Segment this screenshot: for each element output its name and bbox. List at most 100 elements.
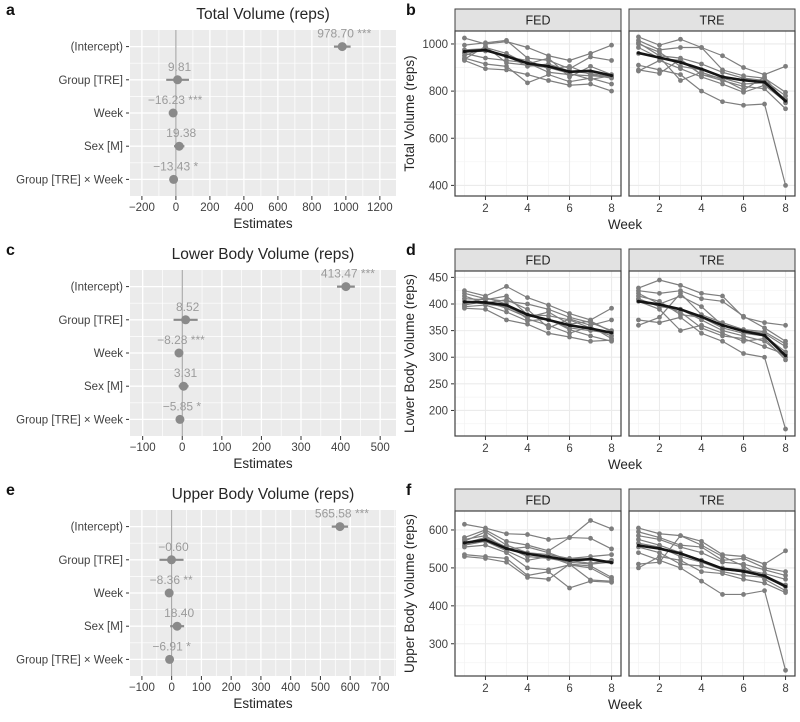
- svg-text:4: 4: [524, 683, 531, 695]
- svg-text:−8.28 ***: −8.28 ***: [157, 333, 205, 347]
- svg-text:6: 6: [740, 683, 746, 695]
- panel-c-chart: Lower Body Volume (reps) 413.47 *** 8.52 −8…: [16, 246, 396, 471]
- svg-text:400: 400: [234, 202, 253, 214]
- facet-panel: [455, 271, 621, 436]
- svg-text:2: 2: [482, 683, 488, 695]
- panel-a-chart: Total Volume (reps) 978.70 *** 9.81 −16.23 …: [16, 6, 396, 231]
- panel-b: b Total Volume (reps) 400 600 800 1000 FED 2 4 6…: [400, 0, 800, 240]
- panel-d-letter: d: [406, 242, 416, 259]
- facet-border: [454, 510, 622, 677]
- facet-border: [628, 30, 796, 197]
- x-axis-title: Estimates: [233, 456, 293, 471]
- svg-text:2: 2: [656, 443, 662, 455]
- panel-e-chart: Upper Body Volume (reps) 565.58 *** −0.60 −…: [16, 486, 396, 711]
- mean-line: [462, 300, 614, 335]
- svg-text:Estimates: Estimates: [233, 216, 293, 231]
- svg-text:Group [TRE]: Group [TRE]: [58, 75, 123, 87]
- svg-text:18.40: 18.40: [164, 606, 194, 620]
- panel-f-chart: Upper Body Volume (reps) 300 400 500 600 FED 2…: [402, 488, 796, 712]
- svg-text:8: 8: [608, 683, 614, 695]
- estimate-points: [164, 522, 345, 664]
- svg-text:1200: 1200: [367, 202, 393, 214]
- svg-text:300: 300: [291, 442, 310, 454]
- term-axis: (Intercept) Group [TRE] Week Sex [M] Group […: [16, 282, 129, 426]
- panel-b-chart: Total Volume (reps) 400 600 800 1000 FED 2 4 6 8 T…: [402, 8, 796, 232]
- panel-a-letter: a: [6, 2, 15, 19]
- svg-text:600: 600: [429, 525, 448, 537]
- svg-text:Group [TRE] × Week: Group [TRE] × Week: [16, 174, 123, 186]
- svg-text:Group [TRE] × Week: Group [TRE] × Week: [16, 654, 123, 666]
- svg-text:6: 6: [566, 203, 572, 215]
- svg-text:800: 800: [429, 86, 448, 98]
- svg-text:0: 0: [173, 202, 179, 214]
- svg-text:600: 600: [341, 682, 360, 694]
- facet-strip: FED: [454, 488, 622, 512]
- svg-text:(Intercept): (Intercept): [71, 522, 124, 534]
- facet-border: [628, 270, 796, 437]
- svg-text:8: 8: [782, 683, 788, 695]
- panel-c-letter: c: [6, 242, 15, 259]
- svg-text:200: 200: [222, 682, 241, 694]
- svg-text:2: 2: [656, 203, 662, 215]
- x-axis-title: Week: [608, 217, 643, 232]
- svg-text:9.81: 9.81: [168, 60, 192, 74]
- panel-f-letter: f: [406, 482, 412, 499]
- svg-text:300: 300: [429, 639, 448, 651]
- svg-text:413.47 ***: 413.47 ***: [321, 267, 375, 281]
- svg-text:200: 200: [200, 202, 219, 214]
- svg-text:4: 4: [698, 683, 705, 695]
- estimate-points: [168, 42, 347, 184]
- facet-border: [454, 30, 622, 197]
- svg-text:Week: Week: [94, 348, 123, 360]
- svg-text:400: 400: [429, 601, 448, 613]
- svg-text:Lower Body Volume (reps): Lower Body Volume (reps): [402, 274, 417, 433]
- svg-text:−16.23 ***: −16.23 ***: [148, 93, 203, 107]
- panel-e: e Upper Body Volume (reps) 565.58 *** −0.6…: [0, 480, 400, 722]
- svg-text:3.31: 3.31: [174, 366, 198, 380]
- svg-text:Total Volume (reps): Total Volume (reps): [196, 6, 330, 23]
- svg-text:Sex [M]: Sex [M]: [84, 621, 123, 633]
- facet-strip: TRE: [628, 8, 796, 32]
- panel-title: Upper Body Volume (reps): [172, 486, 355, 503]
- svg-text:−13.43 *: −13.43 *: [153, 159, 198, 173]
- estimate-labels: 413.47 *** 8.52 −8.28 *** 3.31 −5.85 *: [157, 267, 375, 414]
- facet-strip: FED: [454, 248, 622, 272]
- svg-text:800: 800: [302, 202, 321, 214]
- svg-text:6: 6: [740, 443, 746, 455]
- svg-text:8: 8: [782, 443, 788, 455]
- svg-text:Total Volume (reps): Total Volume (reps): [402, 55, 417, 171]
- svg-text:100: 100: [192, 682, 211, 694]
- x-axis: 2 4 6 8: [482, 196, 615, 215]
- facet-strip: TRE: [628, 488, 796, 512]
- x-axis: 2 4 6 8: [656, 676, 789, 695]
- svg-text:8: 8: [782, 203, 788, 215]
- panel-f: f Upper Body Volume (reps) 300 400 500 600 FE…: [400, 480, 800, 722]
- x-axis: −100 0 100 200 300 400 500 600 700: [129, 676, 390, 694]
- x-axis: 2 4 6 8: [482, 436, 615, 455]
- x-axis: 2 4 6 8: [656, 196, 789, 215]
- svg-text:4: 4: [698, 443, 705, 455]
- svg-text:FED: FED: [526, 494, 551, 508]
- facet-panel: [455, 31, 621, 196]
- svg-text:500: 500: [311, 682, 330, 694]
- svg-text:300: 300: [429, 352, 448, 364]
- panel-title: Lower Body Volume (reps): [172, 246, 355, 263]
- svg-text:1000: 1000: [422, 39, 448, 51]
- estimate-labels: 978.70 *** 9.81 −16.23 *** 19.38 −13.43 *: [148, 27, 372, 174]
- panel-title: Total Volume (reps): [196, 6, 330, 23]
- x-axis-title: Week: [608, 457, 643, 472]
- svg-text:FED: FED: [526, 254, 551, 268]
- facet-strip: FED: [454, 8, 622, 32]
- term-axis: (Intercept) Group [TRE] Week Sex [M] Group […: [16, 42, 129, 186]
- mean-line: [462, 538, 614, 565]
- svg-text:TRE: TRE: [700, 254, 725, 268]
- svg-text:−100: −100: [130, 442, 156, 454]
- svg-text:2: 2: [482, 443, 488, 455]
- svg-text:Sex [M]: Sex [M]: [84, 141, 123, 153]
- panel-a: a Total Volume (reps) 978.70 *** 9.81 −16.2…: [0, 0, 400, 240]
- svg-text:Lower Body Volume (reps): Lower Body Volume (reps): [172, 246, 355, 263]
- svg-text:400: 400: [281, 682, 300, 694]
- x-axis-title: Week: [608, 697, 643, 712]
- svg-text:6: 6: [740, 203, 746, 215]
